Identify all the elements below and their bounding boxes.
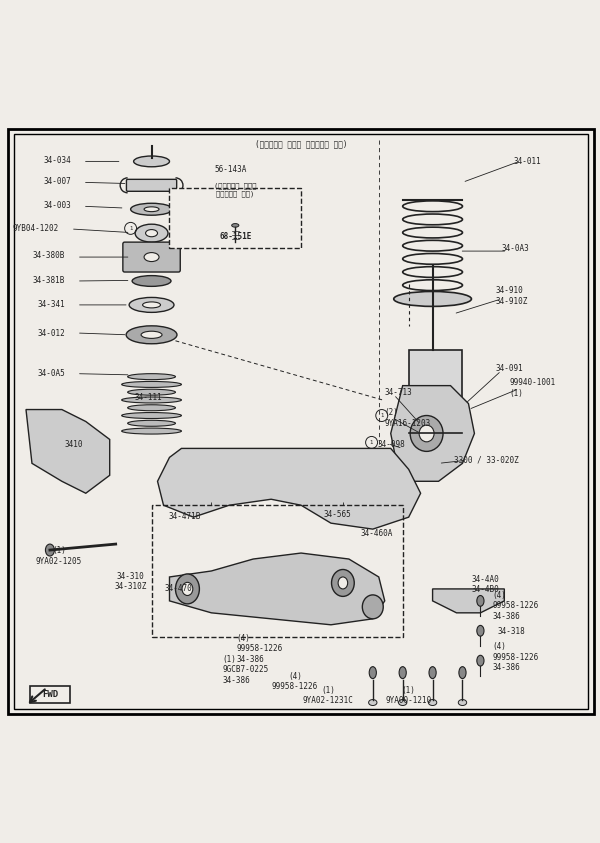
Ellipse shape bbox=[232, 223, 239, 227]
Text: 34-007: 34-007 bbox=[43, 177, 71, 185]
Text: (バリアブル バルブ タイミング ツキ): (バリアブル バルブ タイミング ツキ) bbox=[255, 139, 347, 148]
Text: 34-460A: 34-460A bbox=[361, 529, 393, 539]
Text: 1: 1 bbox=[370, 440, 373, 445]
Ellipse shape bbox=[410, 416, 443, 451]
Ellipse shape bbox=[122, 397, 181, 403]
Text: 34-310
34-310Z: 34-310 34-310Z bbox=[115, 572, 147, 592]
Text: 34-0A5: 34-0A5 bbox=[37, 369, 65, 379]
Ellipse shape bbox=[122, 428, 181, 434]
Ellipse shape bbox=[128, 421, 175, 427]
Text: 34-111: 34-111 bbox=[134, 393, 163, 402]
Text: 34-091: 34-091 bbox=[496, 364, 523, 373]
Text: (1)
9YA02-1205: (1) 9YA02-1205 bbox=[36, 546, 82, 566]
Text: 34-034: 34-034 bbox=[43, 156, 71, 165]
Ellipse shape bbox=[46, 544, 55, 556]
Text: 34-341: 34-341 bbox=[37, 300, 65, 309]
Text: (1)
9YA02-1231C: (1) 9YA02-1231C bbox=[302, 685, 353, 705]
Ellipse shape bbox=[477, 655, 484, 666]
Ellipse shape bbox=[338, 577, 347, 589]
Ellipse shape bbox=[332, 570, 354, 596]
FancyBboxPatch shape bbox=[123, 242, 180, 272]
Ellipse shape bbox=[128, 405, 175, 411]
Text: 3410: 3410 bbox=[65, 440, 83, 448]
Ellipse shape bbox=[369, 667, 376, 679]
Ellipse shape bbox=[394, 292, 472, 306]
Text: 99940-1001
(1): 99940-1001 (1) bbox=[509, 379, 556, 398]
Ellipse shape bbox=[175, 574, 199, 604]
Text: 56-143A: 56-143A bbox=[214, 165, 247, 175]
Polygon shape bbox=[391, 385, 475, 481]
Text: (4)
99958-1226: (4) 99958-1226 bbox=[272, 672, 318, 691]
FancyBboxPatch shape bbox=[169, 188, 301, 248]
Polygon shape bbox=[433, 589, 505, 613]
Ellipse shape bbox=[368, 700, 377, 706]
Ellipse shape bbox=[459, 667, 466, 679]
Polygon shape bbox=[158, 448, 421, 529]
FancyBboxPatch shape bbox=[409, 350, 463, 433]
Ellipse shape bbox=[146, 229, 158, 237]
Polygon shape bbox=[26, 410, 110, 493]
Text: FWD: FWD bbox=[42, 690, 58, 699]
Text: 1: 1 bbox=[380, 413, 383, 418]
Text: 34-565: 34-565 bbox=[323, 510, 351, 518]
Text: 34-4A0
34-4B0: 34-4A0 34-4B0 bbox=[472, 575, 499, 594]
Ellipse shape bbox=[134, 156, 169, 167]
Ellipse shape bbox=[135, 224, 168, 242]
Text: 34-011: 34-011 bbox=[514, 157, 541, 166]
Text: (4)
99958-1226
34-386: (4) 99958-1226 34-386 bbox=[493, 591, 539, 620]
Text: 68-151E: 68-151E bbox=[219, 232, 251, 240]
Ellipse shape bbox=[126, 326, 177, 344]
Text: 3300 / 33-020Z: 3300 / 33-020Z bbox=[454, 456, 518, 464]
Ellipse shape bbox=[143, 302, 161, 308]
Ellipse shape bbox=[128, 373, 175, 379]
Text: 34-470: 34-470 bbox=[164, 584, 193, 593]
Ellipse shape bbox=[122, 381, 181, 388]
Ellipse shape bbox=[122, 412, 181, 418]
Polygon shape bbox=[169, 553, 385, 625]
Ellipse shape bbox=[458, 700, 467, 706]
Text: 34-471B: 34-471B bbox=[168, 512, 200, 521]
Text: 34-098: 34-098 bbox=[377, 440, 406, 448]
Text: 34-0A3: 34-0A3 bbox=[502, 244, 529, 253]
Ellipse shape bbox=[141, 331, 162, 338]
Text: 9YB04-1202: 9YB04-1202 bbox=[13, 224, 59, 233]
Ellipse shape bbox=[362, 595, 383, 619]
Text: 34-910
34-910Z: 34-910 34-910Z bbox=[496, 287, 528, 306]
Ellipse shape bbox=[131, 203, 172, 215]
Ellipse shape bbox=[144, 207, 159, 212]
Ellipse shape bbox=[182, 583, 193, 595]
Text: 34-713: 34-713 bbox=[385, 389, 412, 397]
Text: 34-012: 34-012 bbox=[37, 329, 65, 337]
Ellipse shape bbox=[429, 667, 436, 679]
Text: 34-380B: 34-380B bbox=[32, 251, 65, 260]
Ellipse shape bbox=[428, 700, 437, 706]
Ellipse shape bbox=[129, 298, 174, 313]
Text: 34-003: 34-003 bbox=[43, 201, 71, 210]
Ellipse shape bbox=[144, 253, 159, 261]
Ellipse shape bbox=[398, 700, 407, 706]
FancyBboxPatch shape bbox=[30, 686, 70, 703]
Text: (4)
99958-1226
34-386: (4) 99958-1226 34-386 bbox=[493, 642, 539, 672]
Text: 1: 1 bbox=[129, 226, 133, 231]
Text: (4)
99958-1226
34-386: (4) 99958-1226 34-386 bbox=[236, 634, 283, 663]
Ellipse shape bbox=[399, 667, 406, 679]
Ellipse shape bbox=[419, 425, 434, 442]
FancyBboxPatch shape bbox=[127, 180, 176, 191]
FancyBboxPatch shape bbox=[8, 128, 594, 715]
Text: (1)
9GCB7-0225
34-386: (1) 9GCB7-0225 34-386 bbox=[222, 655, 268, 685]
Text: (1)
9YA00-1210: (1) 9YA00-1210 bbox=[386, 685, 432, 705]
Text: 34-381B: 34-381B bbox=[32, 276, 65, 285]
Ellipse shape bbox=[128, 389, 175, 395]
Text: 34-318: 34-318 bbox=[497, 627, 525, 636]
Text: (2)
9YA16-1203: (2) 9YA16-1203 bbox=[385, 408, 431, 427]
Ellipse shape bbox=[477, 595, 484, 606]
Text: (バリアブル バルブ
タイミング ナシ): (バリアブル バルブ タイミング ナシ) bbox=[214, 182, 257, 196]
Ellipse shape bbox=[477, 626, 484, 636]
Ellipse shape bbox=[132, 276, 171, 287]
